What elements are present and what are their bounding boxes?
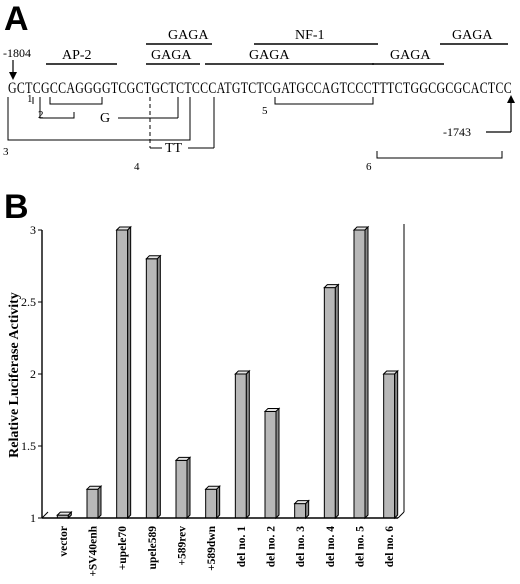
end-arrow-head xyxy=(507,95,515,103)
bar-front xyxy=(294,503,307,519)
feature-ap2: AP-2 xyxy=(46,48,117,65)
feature-gaga-3-label: NF-1 xyxy=(295,28,325,43)
feature-gaga-1: GAGA xyxy=(146,28,212,45)
mutation-g: G xyxy=(39,97,179,126)
bar xyxy=(234,369,251,520)
start-arrow-head xyxy=(9,72,17,80)
x-category-label: +upele70 xyxy=(117,526,129,570)
mutation-5: 5 xyxy=(262,97,374,117)
bar xyxy=(382,369,399,520)
bar-front xyxy=(116,229,129,519)
x-axis-labels: vector +SV40enh +upele70 upele589 +589rev +58… xyxy=(58,525,396,576)
bar xyxy=(204,484,221,520)
mutation-2: 2 xyxy=(38,97,103,121)
mutation-5-label: 5 xyxy=(262,105,268,117)
bar-side xyxy=(275,407,280,520)
x-category-label: upele589 xyxy=(147,526,159,570)
substitution-tt-label: TT xyxy=(165,141,183,156)
y-axis-title: Relative Luciferase Activity xyxy=(7,292,22,458)
bar-side xyxy=(245,369,250,520)
bar xyxy=(145,254,162,520)
y-tick-label: 2 xyxy=(30,367,36,381)
end-position-label: -1743 xyxy=(443,125,471,139)
x-category-label: del no. 6 xyxy=(384,526,396,567)
bar xyxy=(174,456,192,520)
bar xyxy=(293,499,310,520)
feature-gaga-2: GAGA xyxy=(146,48,200,65)
bar-chart: Relative Luciferase Activity 1 1.5 2 2.5 3 v… xyxy=(7,223,405,577)
x-category-label: del no. 2 xyxy=(266,526,278,567)
x-category-label: del no. 5 xyxy=(355,526,367,567)
bar-side xyxy=(305,499,310,520)
feature-gaga-5: GAGA xyxy=(440,28,508,45)
bar xyxy=(85,484,103,520)
bar-front xyxy=(383,373,396,519)
x-category-label: del no. 4 xyxy=(325,526,337,567)
x-category-label: del no. 1 xyxy=(236,526,248,567)
x-category-label: del no. 3 xyxy=(295,526,307,567)
mutation-3: 3 xyxy=(3,97,191,158)
feature-gaga-4-label: GAGA xyxy=(390,48,431,63)
bar-front xyxy=(323,287,336,519)
mutation-6-label: 6 xyxy=(366,161,372,173)
feature-ap2-label: AP-2 xyxy=(62,48,92,63)
bar-side xyxy=(97,484,102,520)
x-category-label: vector xyxy=(58,526,70,557)
bar-front xyxy=(353,229,366,519)
mutation-3-label: 3 xyxy=(3,146,9,158)
y-tick-label: 2.5 xyxy=(21,295,36,309)
mutation-6: 6 xyxy=(366,151,503,173)
bar-front xyxy=(264,410,277,519)
feature-nf1: GAGA xyxy=(205,48,374,65)
bar-side xyxy=(186,456,191,520)
feature-gaga-1-label: GAGA xyxy=(168,28,209,43)
floor-edge-right xyxy=(397,511,405,519)
y-axis-ticks: 1 1.5 2 2.5 3 xyxy=(21,223,42,525)
bar xyxy=(323,283,340,520)
feature-gaga-4: GAGA xyxy=(372,48,444,65)
bar-side xyxy=(334,283,339,520)
feature-gaga-5-label: GAGA xyxy=(452,28,493,43)
bar-side xyxy=(156,254,161,520)
panel-b-label: B xyxy=(4,188,29,226)
feature-gaga-3: NF-1 xyxy=(254,28,378,45)
bar-side xyxy=(127,225,132,520)
x-category-label: +SV40enh xyxy=(88,525,100,576)
panel-a-label: A xyxy=(4,0,29,38)
bar xyxy=(115,225,132,520)
y-tick-label: 1 xyxy=(30,511,36,525)
dna-sequence: GCTCGCCAGGGGTCGCTGCTCTCCCATGTCTCGATGCCAG… xyxy=(8,80,512,97)
mutation-1-label: 1 xyxy=(27,93,33,105)
floor-edge xyxy=(41,511,49,519)
bar-side xyxy=(216,484,221,520)
bar-front xyxy=(234,373,247,519)
bar xyxy=(352,225,370,520)
bar xyxy=(56,510,73,520)
mutation-4-label: 4 xyxy=(134,161,140,173)
mutation-2-label: 2 xyxy=(38,109,44,121)
y-tick-label: 1.5 xyxy=(21,439,36,453)
mutation-4: TT 4 xyxy=(134,97,215,173)
bar xyxy=(263,407,281,520)
mutation-1: 1 xyxy=(27,93,34,105)
start-position-label: -1804 xyxy=(3,46,31,60)
bar-front xyxy=(145,258,158,519)
bar-side xyxy=(394,369,399,520)
bar-side xyxy=(67,510,72,520)
end-position-marker: -1743 xyxy=(443,95,515,139)
feature-nf1-label: GAGA xyxy=(249,48,290,63)
chart-axes xyxy=(41,224,405,519)
x-category-label: +589dwn xyxy=(206,525,218,571)
substitution-g-label: G xyxy=(100,111,110,126)
x-category-label: +589rev xyxy=(177,526,189,566)
y-tick-label: 3 xyxy=(30,223,36,237)
bars xyxy=(56,225,399,520)
feature-gaga-2-label: GAGA xyxy=(151,48,192,63)
bar-front xyxy=(205,488,218,519)
bar-front xyxy=(175,459,188,519)
bar-side xyxy=(364,225,369,520)
bar-front xyxy=(86,488,99,519)
